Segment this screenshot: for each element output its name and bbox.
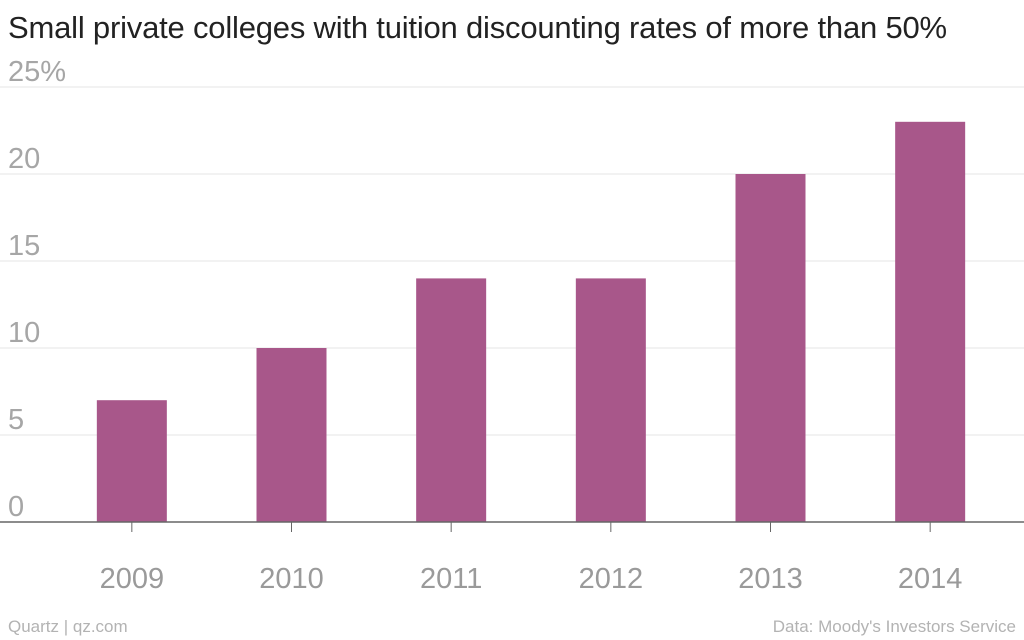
y-tick-label: 5	[8, 404, 24, 436]
bar-2014	[895, 121, 966, 523]
y-tick-label: 0	[8, 491, 24, 523]
x-tick-label: 2013	[738, 563, 803, 595]
bar-2013	[735, 174, 806, 522]
y-tick-label: 10	[8, 317, 40, 349]
y-tick-label: 20	[8, 143, 40, 175]
x-tick-label: 2010	[259, 563, 324, 595]
x-tick-label: 2009	[100, 563, 165, 595]
bar-2012	[575, 278, 646, 522]
x-tick-label: 2012	[579, 563, 644, 595]
bars	[96, 121, 966, 523]
y-tick-label: 25%	[8, 56, 66, 88]
x-tick-label: 2011	[420, 563, 482, 595]
bar-2010	[256, 348, 327, 522]
chart-title: Small private colleges with tuition disc…	[8, 10, 947, 45]
x-tick-label: 2014	[898, 563, 963, 595]
bar-2009	[96, 400, 167, 522]
gridlines	[0, 86, 1024, 436]
y-axis-ticks: 0 5 10 15 20 25%	[8, 56, 66, 523]
y-tick-label: 15	[8, 230, 40, 262]
x-axis-ticks: 2009 2010 2011 2012 2013 2014	[100, 522, 963, 595]
data-source: Data: Moody's Investors Service	[772, 617, 1016, 636]
bar-2011	[416, 278, 487, 522]
source-credit: Quartz | qz.com	[8, 617, 128, 636]
